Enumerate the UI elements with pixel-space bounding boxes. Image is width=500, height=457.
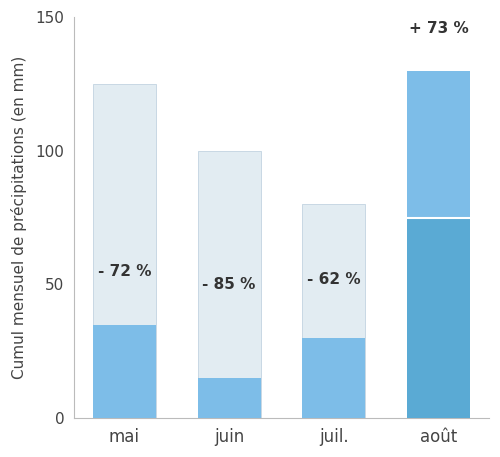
Bar [198, 151, 260, 418]
Text: - 62 %: - 62 % [307, 271, 360, 287]
Text: - 72 %: - 72 % [98, 264, 151, 279]
Bar [407, 218, 470, 418]
Bar [93, 324, 156, 418]
Text: + 73 %: + 73 % [408, 21, 469, 36]
Y-axis label: Cumul mensuel de précipitations (en mm): Cumul mensuel de précipitations (en mm) [11, 56, 27, 379]
Bar [198, 378, 260, 418]
Bar [407, 70, 470, 418]
Bar [302, 338, 366, 418]
Bar [302, 204, 366, 418]
Bar [93, 84, 156, 418]
Text: - 85 %: - 85 % [202, 277, 256, 292]
